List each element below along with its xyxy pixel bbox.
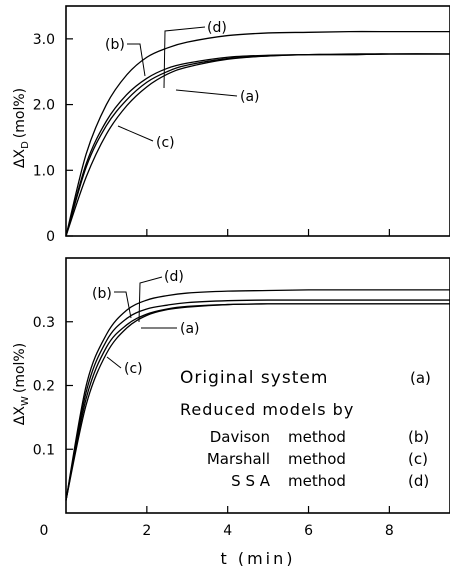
- x-tick-label: 4: [223, 523, 232, 539]
- top-y-axis-label: ΔXD(mol%): [12, 88, 31, 168]
- bottom-annotation-c-label: (c): [124, 361, 143, 377]
- bottom-y-axis-label: ΔXW(mol%): [12, 343, 31, 425]
- top-series-a-line: [65, 53, 450, 237]
- top-annotation-b-leader: [127, 43, 146, 77]
- bottom-y-ticks: 0.1 0.2 0.3: [33, 315, 73, 458]
- top-panel: 0 1.0 2.0 3.0 ΔXD(mol%) (b) (d) (a) (c): [12, 5, 450, 245]
- bottom-annotation-d-label: (d): [164, 269, 184, 285]
- top-plot-frame: [65, 5, 450, 237]
- legend-row-ssa-key: (d): [408, 472, 429, 490]
- bottom-series-b-line: [65, 289, 450, 501]
- top-annotation-a-leader: [175, 89, 238, 97]
- top-series-group: [65, 30, 450, 237]
- top-series-c-line: [65, 53, 450, 237]
- x-tick-label: 0: [40, 523, 49, 539]
- top-annotation-b-label: (b): [105, 37, 125, 53]
- bottom-annotation-b-label: (b): [92, 286, 112, 302]
- legend-subtitle: Reduced models by: [180, 400, 354, 419]
- bottom-x-ticks: [146, 506, 390, 513]
- bottom-annotation-b: (b): [92, 286, 132, 319]
- legend-title-key: (a): [410, 369, 431, 387]
- bottom-annotation-b-leader: [114, 291, 132, 319]
- legend-row-davison-word: method: [288, 428, 346, 446]
- x-tick-label: 8: [385, 523, 394, 539]
- legend-row-ssa-method: S S A: [231, 472, 271, 490]
- bottom-annotation-c: (c): [106, 356, 143, 377]
- top-annotation-d-label: (d): [207, 20, 227, 36]
- bottom-series-d-line: [65, 299, 450, 501]
- top-annotation-d-leader: [163, 26, 206, 89]
- top-annotation-c-leader: [117, 125, 154, 142]
- bottom-annotation-d: (d): [138, 269, 184, 323]
- legend-row-marshall-method: Marshall: [207, 450, 270, 468]
- top-annotation-d: (d): [163, 20, 227, 89]
- top-x-ticks: [146, 229, 390, 236]
- legend: Original system (a) Reduced models by Da…: [180, 368, 431, 490]
- bottom-series-group: [65, 289, 450, 501]
- top-annotation-b: (b): [105, 37, 146, 77]
- bottom-y-tick-label: 0.1: [33, 442, 55, 458]
- bottom-annotation-a-label: (a): [180, 321, 200, 337]
- x-tick-label: 2: [142, 523, 151, 539]
- bottom-annotation-c-leader: [106, 356, 122, 369]
- bottom-annotation-d-leader: [138, 276, 163, 323]
- top-annotation-a-label: (a): [240, 89, 260, 105]
- bottom-panel: 0.1 0.2 0.3 ΔXW(mol%) (b) (d) (a) (c) Orig…: [12, 257, 450, 514]
- top-y-tick-label: 2.0: [33, 98, 55, 114]
- top-annotation-c: (c): [117, 125, 175, 151]
- legend-row-marshall-key: (c): [408, 450, 428, 468]
- top-y-ticks: 0 1.0 2.0 3.0: [33, 32, 73, 245]
- top-annotation-a: (a): [175, 89, 260, 105]
- x-axis-label: t (min): [220, 549, 295, 566]
- x-tick-labels: 0 2 4 6 8: [40, 523, 394, 539]
- bottom-y-tick-label: 0.2: [33, 379, 55, 395]
- top-y-tick-label: 3.0: [33, 32, 55, 48]
- top-series-b-line: [65, 30, 450, 237]
- legend-row-davison-method: Davison: [210, 428, 270, 446]
- bottom-y-tick-label: 0.3: [33, 315, 55, 331]
- legend-row-marshall-word: method: [288, 450, 346, 468]
- legend-row-davison-key: (b): [408, 428, 429, 446]
- bottom-annotation-a: (a): [141, 321, 200, 337]
- x-tick-label: 6: [304, 523, 313, 539]
- top-annotation-c-label: (c): [156, 135, 175, 151]
- legend-title: Original system: [180, 368, 328, 388]
- top-series-d-line: [65, 53, 450, 237]
- top-y-tick-label: 1.0: [33, 163, 55, 179]
- bottom-series-c-line: [65, 303, 450, 501]
- top-y-tick-label: 0: [46, 229, 55, 245]
- legend-row-ssa-word: method: [288, 472, 346, 490]
